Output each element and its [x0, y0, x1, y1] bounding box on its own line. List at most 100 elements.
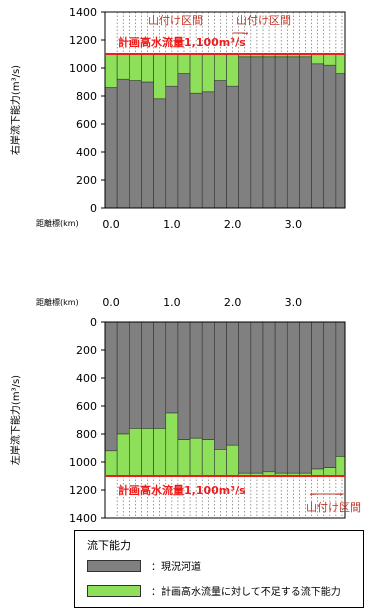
- bar-shortfall-1-5: [165, 53, 179, 87]
- section-arrowhead-1: →: [242, 29, 249, 38]
- y-tick-label-2: 800: [76, 428, 97, 441]
- legend-title: 流下能力: [87, 539, 131, 552]
- bar-shortfall-2-19: [335, 456, 346, 477]
- bar-shortfall-2-6: [177, 439, 191, 477]
- bar-existing-1-10: [226, 85, 239, 209]
- bar-shortfall-1-8: [201, 53, 215, 93]
- bar-shortfall-2-9: [214, 449, 227, 477]
- bar-existing-2-5: [165, 321, 179, 414]
- bar-shortfall-1-6: [177, 53, 191, 74]
- bar-shortfall-2-10: [226, 444, 239, 477]
- legend-swatch-shortfall: [87, 584, 141, 597]
- bar-existing-2-19: [335, 321, 346, 457]
- bar-existing-2-9: [214, 321, 227, 450]
- plan-flow-label-1: 計画高水流量1,100m³/s: [118, 35, 246, 49]
- x-tick-label-2: 2.0: [224, 296, 242, 309]
- bar-existing-2-8: [201, 321, 215, 440]
- bar-existing-1-12: [250, 56, 264, 209]
- plan-flow-label-2: 計画高水流量1,100m³/s: [118, 483, 246, 497]
- x-tick-label-1: 3.0: [285, 218, 303, 231]
- bar-existing-2-13: [262, 321, 276, 473]
- bar-existing-1-17: [311, 63, 325, 209]
- bar-existing-1-18: [323, 64, 337, 209]
- bar-existing-1-11: [238, 56, 252, 209]
- bar-existing-2-6: [177, 321, 191, 440]
- y-axis-label-1: 右岸流下能力(m³/s): [9, 65, 22, 155]
- bar-existing-1-15: [286, 56, 300, 209]
- section-label-2: 山付け区間: [306, 501, 361, 514]
- x-tick-label-1: 1.0: [163, 218, 181, 231]
- bar-shortfall-1-2: [129, 53, 142, 81]
- bar-shortfall-2-0: [104, 450, 118, 477]
- section-label-1b: 山付け区間: [236, 14, 291, 27]
- plot-frame-1: [104, 11, 346, 209]
- x-axis-label-2: 距離標(km): [36, 297, 79, 307]
- y-tick-label-1: 1000: [69, 62, 97, 75]
- bar-existing-2-0: [104, 321, 118, 452]
- y-tick-label-1: 200: [76, 174, 97, 187]
- bar-existing-2-16: [299, 321, 312, 474]
- bar-existing-2-1: [116, 321, 130, 435]
- legend-swatch-existing: [87, 559, 141, 572]
- bar-existing-2-17: [311, 321, 325, 470]
- section-arrowhead-2b: →: [336, 490, 343, 499]
- bar-shortfall-2-3: [141, 428, 154, 477]
- bar-existing-1-3: [141, 81, 154, 209]
- bar-shortfall-1-19: [335, 53, 346, 74]
- y-axis-label-2: 左岸流下能力(m³/s): [9, 375, 22, 465]
- bar-existing-2-11: [238, 321, 252, 474]
- x-tick-label-2: 0.0: [102, 296, 120, 309]
- bar-shortfall-1-4: [153, 53, 167, 100]
- bar-shortfall-1-3: [141, 53, 154, 83]
- legend-item-shortfall: ：計画高水流量に対して不足する流下能力: [87, 583, 341, 598]
- y-tick-label-2: 1000: [69, 456, 97, 469]
- bar-existing-1-8: [201, 91, 215, 209]
- bar-shortfall-2-8: [201, 439, 215, 477]
- bar-existing-1-7: [189, 92, 203, 209]
- bar-shortfall-1-0: [104, 53, 118, 88]
- bar-existing-1-9: [214, 80, 227, 209]
- bar-shortfall-2-1: [116, 433, 130, 477]
- bar-existing-1-1: [116, 78, 130, 209]
- y-tick-label-2: 400: [76, 372, 97, 385]
- y-tick-label-1: 1200: [69, 34, 97, 47]
- bar-shortfall-1-9: [214, 53, 227, 81]
- y-tick-label-1: 400: [76, 146, 97, 159]
- x-tick-label-1: 0.0: [102, 218, 120, 231]
- bar-shortfall-2-2: [129, 428, 142, 477]
- x-axis-label-1: 距離標(km): [36, 218, 79, 228]
- legend-label-existing: ：現況河道: [151, 562, 201, 573]
- section-arrowhead-2a: ←: [310, 490, 317, 499]
- bar-existing-1-13: [262, 56, 276, 209]
- bar-shortfall-1-18: [323, 53, 337, 66]
- x-tick-label-2: 1.0: [163, 296, 181, 309]
- bar-shortfall-2-5: [165, 412, 179, 477]
- y-tick-label-1: 800: [76, 90, 97, 103]
- bar-existing-1-2: [129, 80, 142, 209]
- bar-existing-2-3: [141, 321, 154, 429]
- bar-existing-1-6: [177, 73, 191, 209]
- plot-frame-2: [104, 321, 346, 519]
- bar-shortfall-2-4: [153, 428, 167, 477]
- bar-existing-1-4: [153, 98, 167, 209]
- bar-shortfall-1-17: [311, 53, 325, 65]
- y-tick-label-1: 600: [76, 118, 97, 131]
- y-tick-label-1: 1400: [69, 6, 97, 19]
- legend-label-shortfall: ：計画高水流量に対して不足する流下能力: [151, 587, 341, 598]
- section-label-1a: 山付け区間: [148, 14, 203, 27]
- bar-shortfall-1-10: [226, 53, 239, 87]
- bar-existing-1-14: [274, 56, 288, 209]
- bar-existing-2-4: [153, 321, 167, 429]
- bar-existing-2-7: [189, 321, 203, 439]
- bar-shortfall-2-17: [311, 468, 325, 477]
- bar-existing-1-16: [299, 56, 312, 209]
- bar-existing-2-12: [250, 321, 264, 474]
- x-tick-label-1: 2.0: [224, 218, 242, 231]
- legend: 流下能力 ：現況河道 ：計画高水流量に対して不足する流下能力: [74, 530, 364, 608]
- bar-shortfall-2-18: [323, 467, 337, 477]
- bar-existing-2-10: [226, 321, 239, 446]
- bar-existing-2-15: [286, 321, 300, 474]
- bar-shortfall-1-7: [189, 53, 203, 94]
- x-tick-label-2: 3.0: [285, 296, 303, 309]
